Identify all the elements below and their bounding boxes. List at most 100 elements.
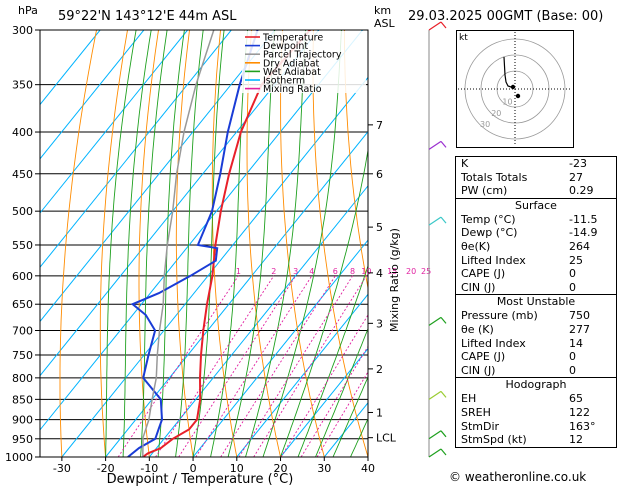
- most-unstable-label: CIN (J): [461, 363, 496, 377]
- wind-barb-flag: [440, 216, 447, 224]
- mixing-ratio-line: [220, 275, 336, 457]
- surface-row: CIN (J) 0: [456, 281, 616, 295]
- most-unstable-label: CAPE (J): [461, 350, 506, 364]
- dry-adiabat-line: [175, 30, 194, 457]
- wet-adiabat-line: [140, 30, 168, 457]
- hodograph-table-value: 65: [569, 392, 583, 406]
- km-tick-label: 7: [376, 119, 383, 132]
- indices-table: K -23 Totals Totals 27 PW (cm) 0.29 Surface…: [455, 156, 617, 448]
- y-tick-label: 750: [12, 349, 33, 362]
- mixing-ratio-line: [178, 275, 297, 457]
- surface-row: CAPE (J) 0: [456, 267, 616, 281]
- most-unstable-value: 0: [569, 350, 576, 364]
- isotherm-line: [236, 293, 368, 457]
- wind-barb-flag: [440, 317, 447, 324]
- wet-adiabat-line: [262, 30, 342, 457]
- most-unstable-row: CIN (J) 0: [456, 364, 616, 378]
- y-tick-label: 800: [12, 372, 33, 385]
- x-tick-label: 20: [274, 462, 288, 475]
- wind-barb: [428, 390, 442, 400]
- wind-barb-flag: [440, 21, 447, 29]
- hodograph-table-label: StmSpd (kt): [461, 433, 527, 447]
- wet-adiabat-line: [227, 30, 275, 457]
- legend-entry: Temperature: [262, 33, 323, 44]
- y-tick-label: 950: [12, 433, 33, 446]
- hodograph-ring-label: 30: [480, 120, 490, 129]
- hodograph-mean-wind: [515, 93, 521, 99]
- wet-adiabat-line: [315, 327, 368, 457]
- y-tick-label: 400: [12, 126, 33, 139]
- wind-barb-flag: [440, 140, 447, 148]
- most-unstable-rows: Pressure (mb) 750 θe (K) 277 Lifted Index 14 C…: [456, 309, 616, 377]
- hodograph-table-row: EH 65: [456, 392, 616, 406]
- mixing-ratio-line: [238, 275, 353, 457]
- wet-adiabat-line: [105, 30, 137, 457]
- y-tick-label: 900: [12, 414, 33, 427]
- isotherm-line: [40, 30, 101, 106]
- mixing-ratio-line: [316, 371, 368, 457]
- mixing-ratio-label: 15: [387, 267, 397, 276]
- mixing-ratio-line: [195, 275, 313, 457]
- most-unstable-value: 0: [569, 363, 576, 377]
- hodograph-ring-label: 10: [502, 98, 512, 107]
- surface-value: 0: [569, 280, 576, 294]
- datetime-label: 29.03.2025 00GMT (Base: 00): [408, 9, 604, 24]
- mixing-ratio-line: [280, 314, 368, 457]
- y-tick-label: 850: [12, 393, 33, 406]
- legend-box: [242, 31, 366, 93]
- wind-barb: [428, 140, 442, 150]
- isotherm-line: [61, 76, 368, 457]
- index-label: PW (cm): [461, 184, 508, 198]
- wet-adiabat-line: [192, 30, 225, 457]
- y-tick-label: 650: [12, 298, 33, 311]
- most-unstable-label: Lifted Index: [461, 336, 526, 350]
- mixing-ratio-axis-title: Mixing Ratio (g/kg): [388, 228, 401, 332]
- wind-barb: [428, 216, 442, 226]
- mixing-ratio-label: 8: [350, 267, 355, 276]
- wet-adiabat-line: [175, 30, 204, 457]
- dry-adiabat-line: [312, 30, 368, 457]
- y-tick-label: 350: [12, 79, 33, 92]
- x-tick-label: 40: [361, 462, 375, 475]
- surface-row: Lifted Index 25: [456, 254, 616, 268]
- km-tick-label: 4: [376, 267, 383, 280]
- y-tick-label: 450: [12, 168, 33, 181]
- surface-label: CAPE (J): [461, 267, 506, 281]
- y-tick-label: 500: [12, 205, 33, 218]
- mixing-ratio-label: 3: [293, 267, 298, 276]
- wind-barb: [428, 430, 442, 440]
- y-tick-label: 600: [12, 270, 33, 283]
- surface-rows: Temp (°C) -11.5 Dewp (°C) -14.9 θe(K) 264 Lift…: [456, 213, 616, 295]
- legend-entry: Parcel Trajectory: [263, 50, 342, 61]
- wet-adiabat-line: [122, 30, 152, 457]
- index-value: 27: [569, 170, 583, 184]
- most-unstable-row: Pressure (mb) 750: [456, 309, 616, 323]
- most-unstable-title: Most Unstable: [456, 294, 616, 309]
- copyright: © weatheronline.co.uk: [449, 470, 587, 484]
- index-row-k: K -23: [456, 157, 616, 171]
- isotherm-line: [40, 30, 145, 160]
- surface-label: Lifted Index: [461, 253, 526, 267]
- wet-adiabat-line: [245, 30, 306, 457]
- dry-adiabat-line: [623, 30, 629, 457]
- hodograph-table-value: 163°: [569, 419, 596, 433]
- x-tick-label: 10: [230, 462, 244, 475]
- most-unstable-row: Lifted Index 14: [456, 337, 616, 351]
- isotherm-line: [280, 347, 368, 457]
- wet-adiabat-line: [297, 264, 368, 457]
- location-label: 59°22'N 143°12'E 44m ASL: [58, 9, 237, 24]
- y-tick-label: 550: [12, 239, 33, 252]
- surface-value: -14.9: [569, 226, 598, 240]
- hodograph-table-value: 122: [569, 405, 590, 419]
- dry-adiabat-line: [138, 30, 159, 457]
- mixing-ratio-line: [300, 345, 368, 457]
- mixing-ratio-line: [253, 275, 367, 457]
- surface-label: θe(K): [461, 239, 491, 253]
- wet-adiabat-line: [280, 147, 368, 457]
- wind-barb: [428, 448, 442, 458]
- mixing-ratio-label: 1: [236, 267, 241, 276]
- km-tick-label: 3: [376, 317, 383, 330]
- hodograph-trace: [503, 56, 512, 88]
